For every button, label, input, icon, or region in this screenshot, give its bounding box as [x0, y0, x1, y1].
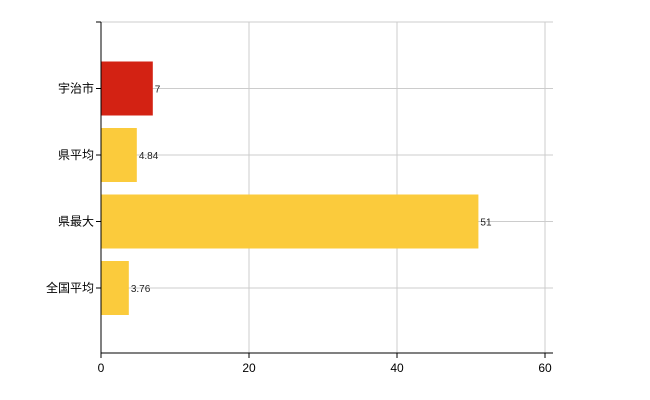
bar-1 [101, 128, 137, 182]
x-tick-label-20: 20 [242, 361, 256, 375]
data-label-0: 7 [155, 85, 161, 96]
x-tick-label-0: 0 [98, 361, 105, 375]
y-tick-label-2: 県最大 [58, 215, 94, 229]
y-tick-label-0: 宇治市 [58, 81, 94, 96]
data-label-2: 51 [480, 218, 492, 229]
data-label-1: 4.84 [139, 151, 159, 162]
data-labels: 7 4.84 51 3.76 [131, 85, 492, 296]
grid-lines [101, 21, 553, 353]
x-tick-label-40: 40 [390, 361, 404, 375]
bar-3 [101, 261, 129, 315]
y-tick-label-3: 全国平均 [46, 280, 94, 295]
y-tick-label-1: 県平均 [58, 148, 94, 162]
bar-2 [101, 194, 479, 249]
bar-0 [101, 61, 153, 116]
data-label-3: 3.76 [131, 284, 151, 295]
bars [101, 61, 479, 315]
x-tick-label-60: 60 [538, 361, 552, 375]
